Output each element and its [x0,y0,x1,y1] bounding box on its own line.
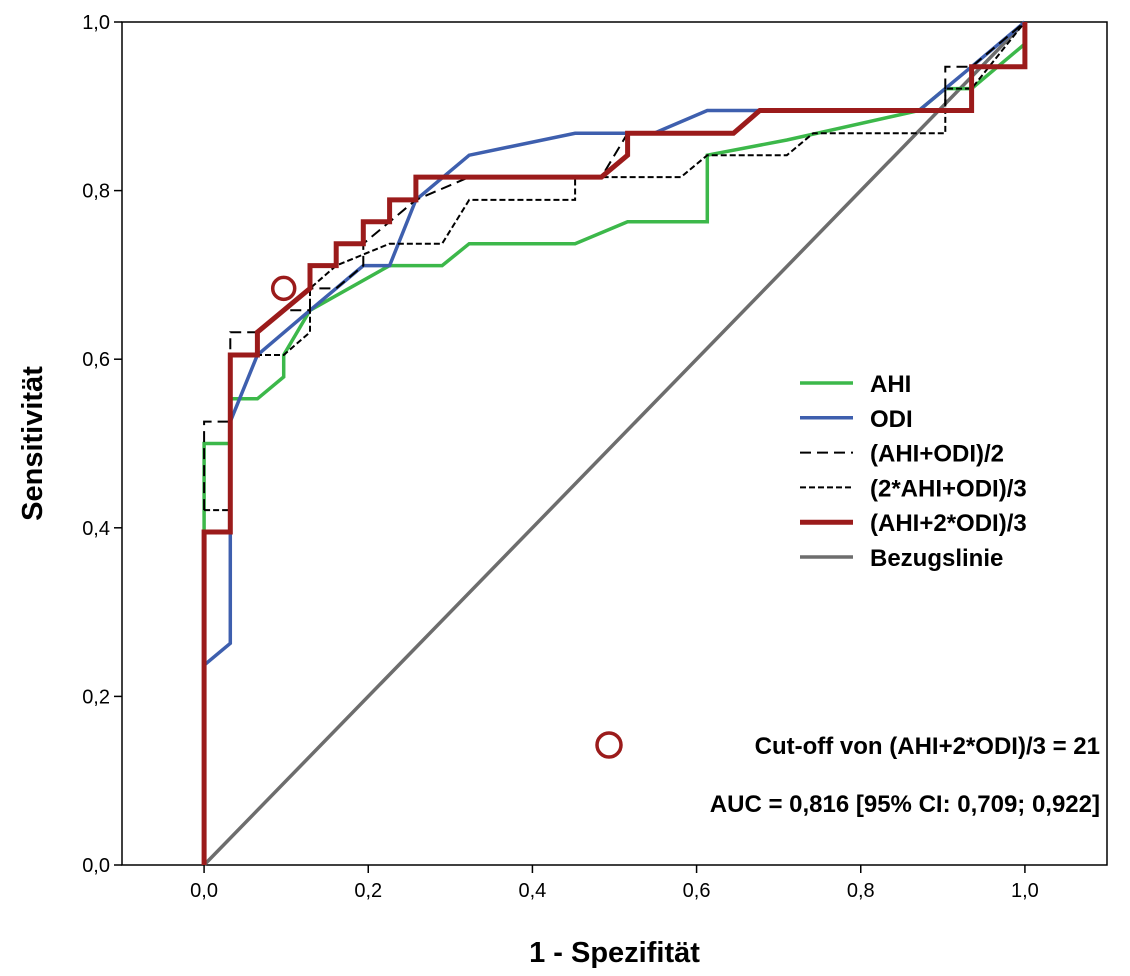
y-tick-label: 0,8 [82,181,110,203]
legend-label-5: (AHI+2*ODI)/3 [870,510,1027,537]
legend-label-2: ODI [870,406,913,433]
x-tick-label: 0,0 [190,880,218,902]
cutoff-annotation: Cut-off von (AHI+2*ODI)/3 = 21 [755,733,1100,760]
y-tick-label: 0,0 [82,855,110,877]
x-axis-title: 1 - Spezifität [529,937,700,969]
x-tick-label: 0,8 [847,880,875,902]
y-tick-label: 0,6 [82,349,110,371]
plot-area [121,20,1108,867]
cutoff-point-marker [270,275,297,302]
y-axis-ticks: 0,0 0,2 0,4 0,6 0,8 1,0 [82,12,122,877]
legend-label-1: AHI [870,371,911,398]
auc-annotation: AUC = 0,816 [95% CI: 0,709; 0,922] [710,791,1100,818]
y-tick-label: 1,0 [82,12,110,34]
series-line-6 [202,20,1027,867]
legend: AHI ODI (AHI+ODI)/2 (2*AHI+ODI)/3 (AHI+2*ODI… [800,371,1027,572]
plot-frame [121,21,1108,866]
x-tick-label: 0,4 [519,880,547,902]
legend-label-4: (2*AHI+ODI)/3 [870,475,1027,502]
x-tick-label: 1,0 [1011,880,1039,902]
annotations: Cut-off von (AHI+2*ODI)/3 = 21 AUC = 0,8… [595,731,1100,818]
series-line-5 [201,22,1028,865]
cutoff-legend-marker [595,731,623,759]
legend-label-6: Bezugslinie [870,545,1003,572]
y-axis-title: Sensitivität [17,366,49,521]
x-axis-ticks: 0,0 0,2 0,4 0,6 0,8 1,0 [190,865,1039,902]
y-tick-label: 0,4 [82,518,110,540]
y-tick-label: 0,2 [82,686,110,708]
x-tick-label: 0,2 [354,880,382,902]
legend-label-3: (AHI+ODI)/2 [870,441,1004,468]
series-line-4 [204,21,1026,512]
x-tick-label: 0,6 [683,880,711,902]
